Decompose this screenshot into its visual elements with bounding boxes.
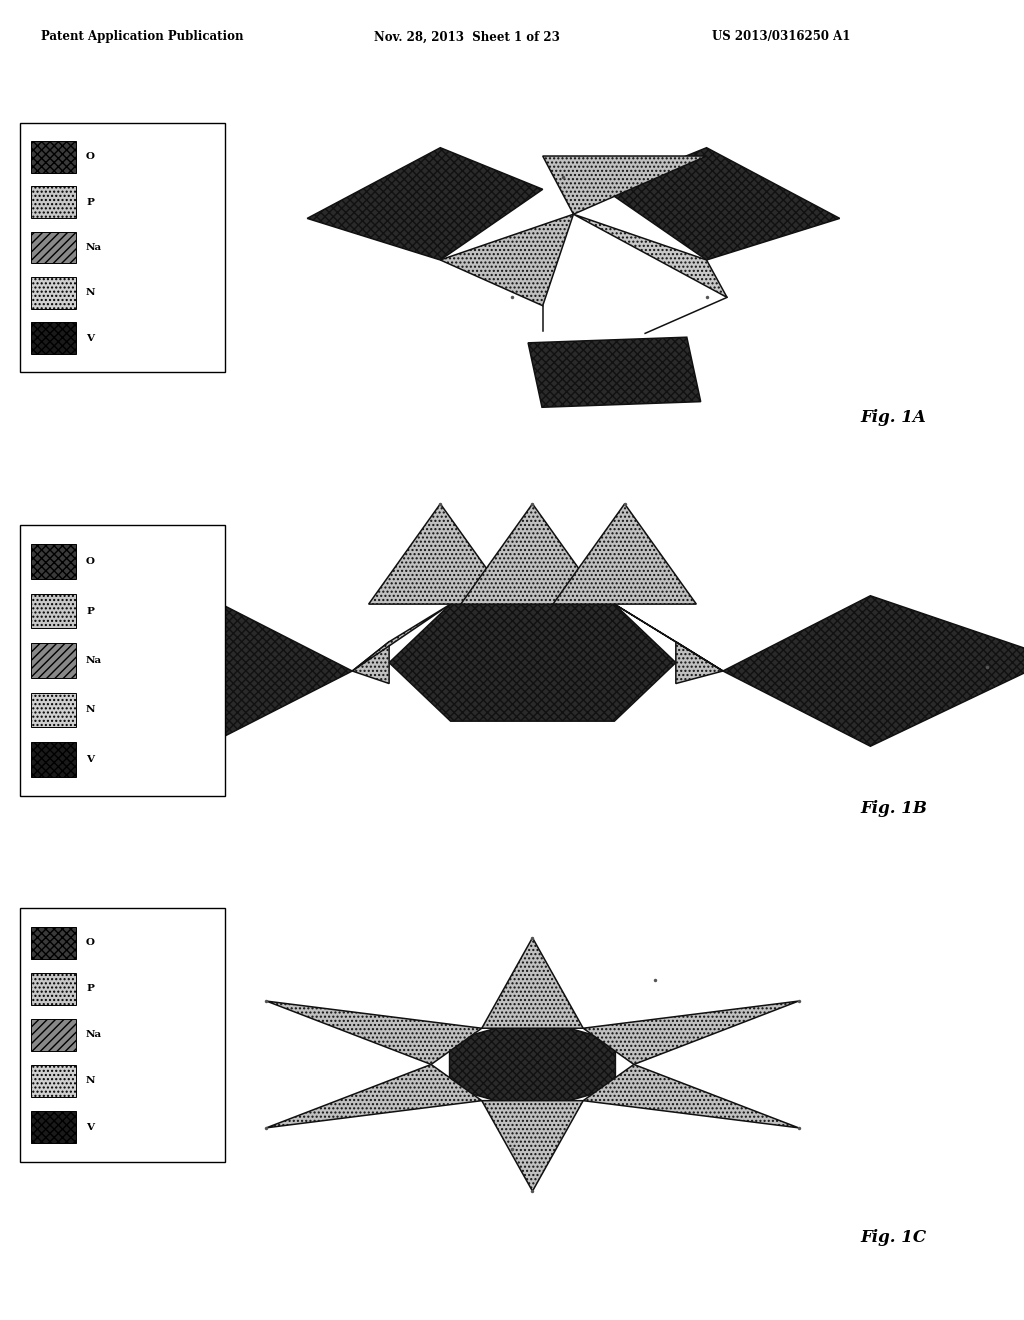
Bar	[20, 908, 225, 1162]
Polygon shape	[584, 1064, 799, 1127]
Text: Fig. 1A: Fig. 1A	[860, 409, 926, 426]
Text: N: N	[86, 705, 95, 714]
Text: O: O	[86, 557, 95, 566]
Text: Fig. 1B: Fig. 1B	[860, 800, 927, 817]
Text: P: P	[86, 607, 94, 615]
Polygon shape	[389, 605, 676, 721]
Polygon shape	[723, 595, 1024, 746]
Bar	[31, 643, 76, 678]
Bar	[31, 1065, 76, 1097]
Polygon shape	[450, 1018, 615, 1111]
Bar	[31, 742, 76, 776]
Bar	[31, 973, 76, 1005]
Text: Na: Na	[86, 243, 102, 252]
Text: N: N	[86, 288, 95, 297]
Bar	[31, 693, 76, 727]
Polygon shape	[543, 156, 707, 214]
Text: US 2013/0316250 A1: US 2013/0316250 A1	[712, 30, 850, 44]
Polygon shape	[307, 148, 543, 260]
Bar	[31, 594, 76, 628]
Polygon shape	[266, 1001, 482, 1064]
Bar	[31, 186, 76, 218]
Bar	[31, 141, 76, 173]
Text: V: V	[86, 1122, 94, 1131]
Polygon shape	[604, 148, 840, 260]
Text: V: V	[86, 755, 94, 764]
Polygon shape	[440, 214, 573, 306]
Polygon shape	[528, 337, 700, 408]
Text: Nov. 28, 2013  Sheet 1 of 23: Nov. 28, 2013 Sheet 1 of 23	[374, 30, 560, 44]
Bar	[31, 544, 76, 579]
Text: N: N	[86, 1077, 95, 1085]
Bar	[31, 277, 76, 309]
Text: Na: Na	[86, 656, 102, 665]
Text: Na: Na	[86, 1031, 102, 1039]
Polygon shape	[482, 937, 584, 1028]
Text: Patent Application Publication: Patent Application Publication	[41, 30, 244, 44]
Bar	[31, 927, 76, 958]
Bar	[31, 231, 76, 264]
Polygon shape	[20, 595, 352, 746]
Bar	[31, 322, 76, 354]
Text: Fig. 1C: Fig. 1C	[860, 1229, 927, 1246]
Text: O: O	[86, 152, 95, 161]
Bar	[31, 1111, 76, 1143]
Text: P: P	[86, 985, 94, 993]
Polygon shape	[266, 1064, 482, 1127]
Polygon shape	[553, 504, 696, 605]
Bar	[31, 1019, 76, 1051]
Polygon shape	[676, 642, 723, 684]
Polygon shape	[573, 214, 727, 297]
Text: P: P	[86, 198, 94, 207]
Polygon shape	[482, 1101, 584, 1191]
Bar	[20, 525, 225, 796]
Polygon shape	[584, 1001, 799, 1064]
Polygon shape	[369, 504, 512, 605]
Text: V: V	[86, 334, 94, 343]
Bar	[20, 123, 225, 372]
Text: O: O	[86, 939, 95, 948]
Polygon shape	[352, 642, 389, 684]
Polygon shape	[461, 504, 604, 605]
Polygon shape	[352, 605, 451, 671]
Polygon shape	[614, 605, 723, 671]
